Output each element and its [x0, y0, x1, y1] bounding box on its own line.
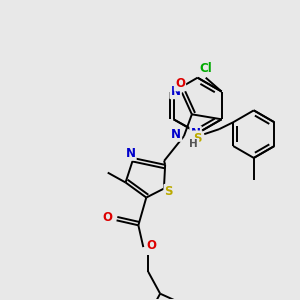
Text: O: O [175, 77, 185, 90]
Text: N: N [170, 85, 181, 98]
Text: S: S [165, 185, 173, 198]
Text: O: O [146, 238, 156, 252]
Text: S: S [193, 132, 202, 145]
Text: O: O [103, 211, 112, 224]
Text: N: N [125, 147, 136, 160]
Text: N: N [190, 127, 201, 140]
Text: N: N [171, 128, 181, 141]
Text: Cl: Cl [200, 62, 212, 75]
Text: H: H [190, 139, 198, 149]
